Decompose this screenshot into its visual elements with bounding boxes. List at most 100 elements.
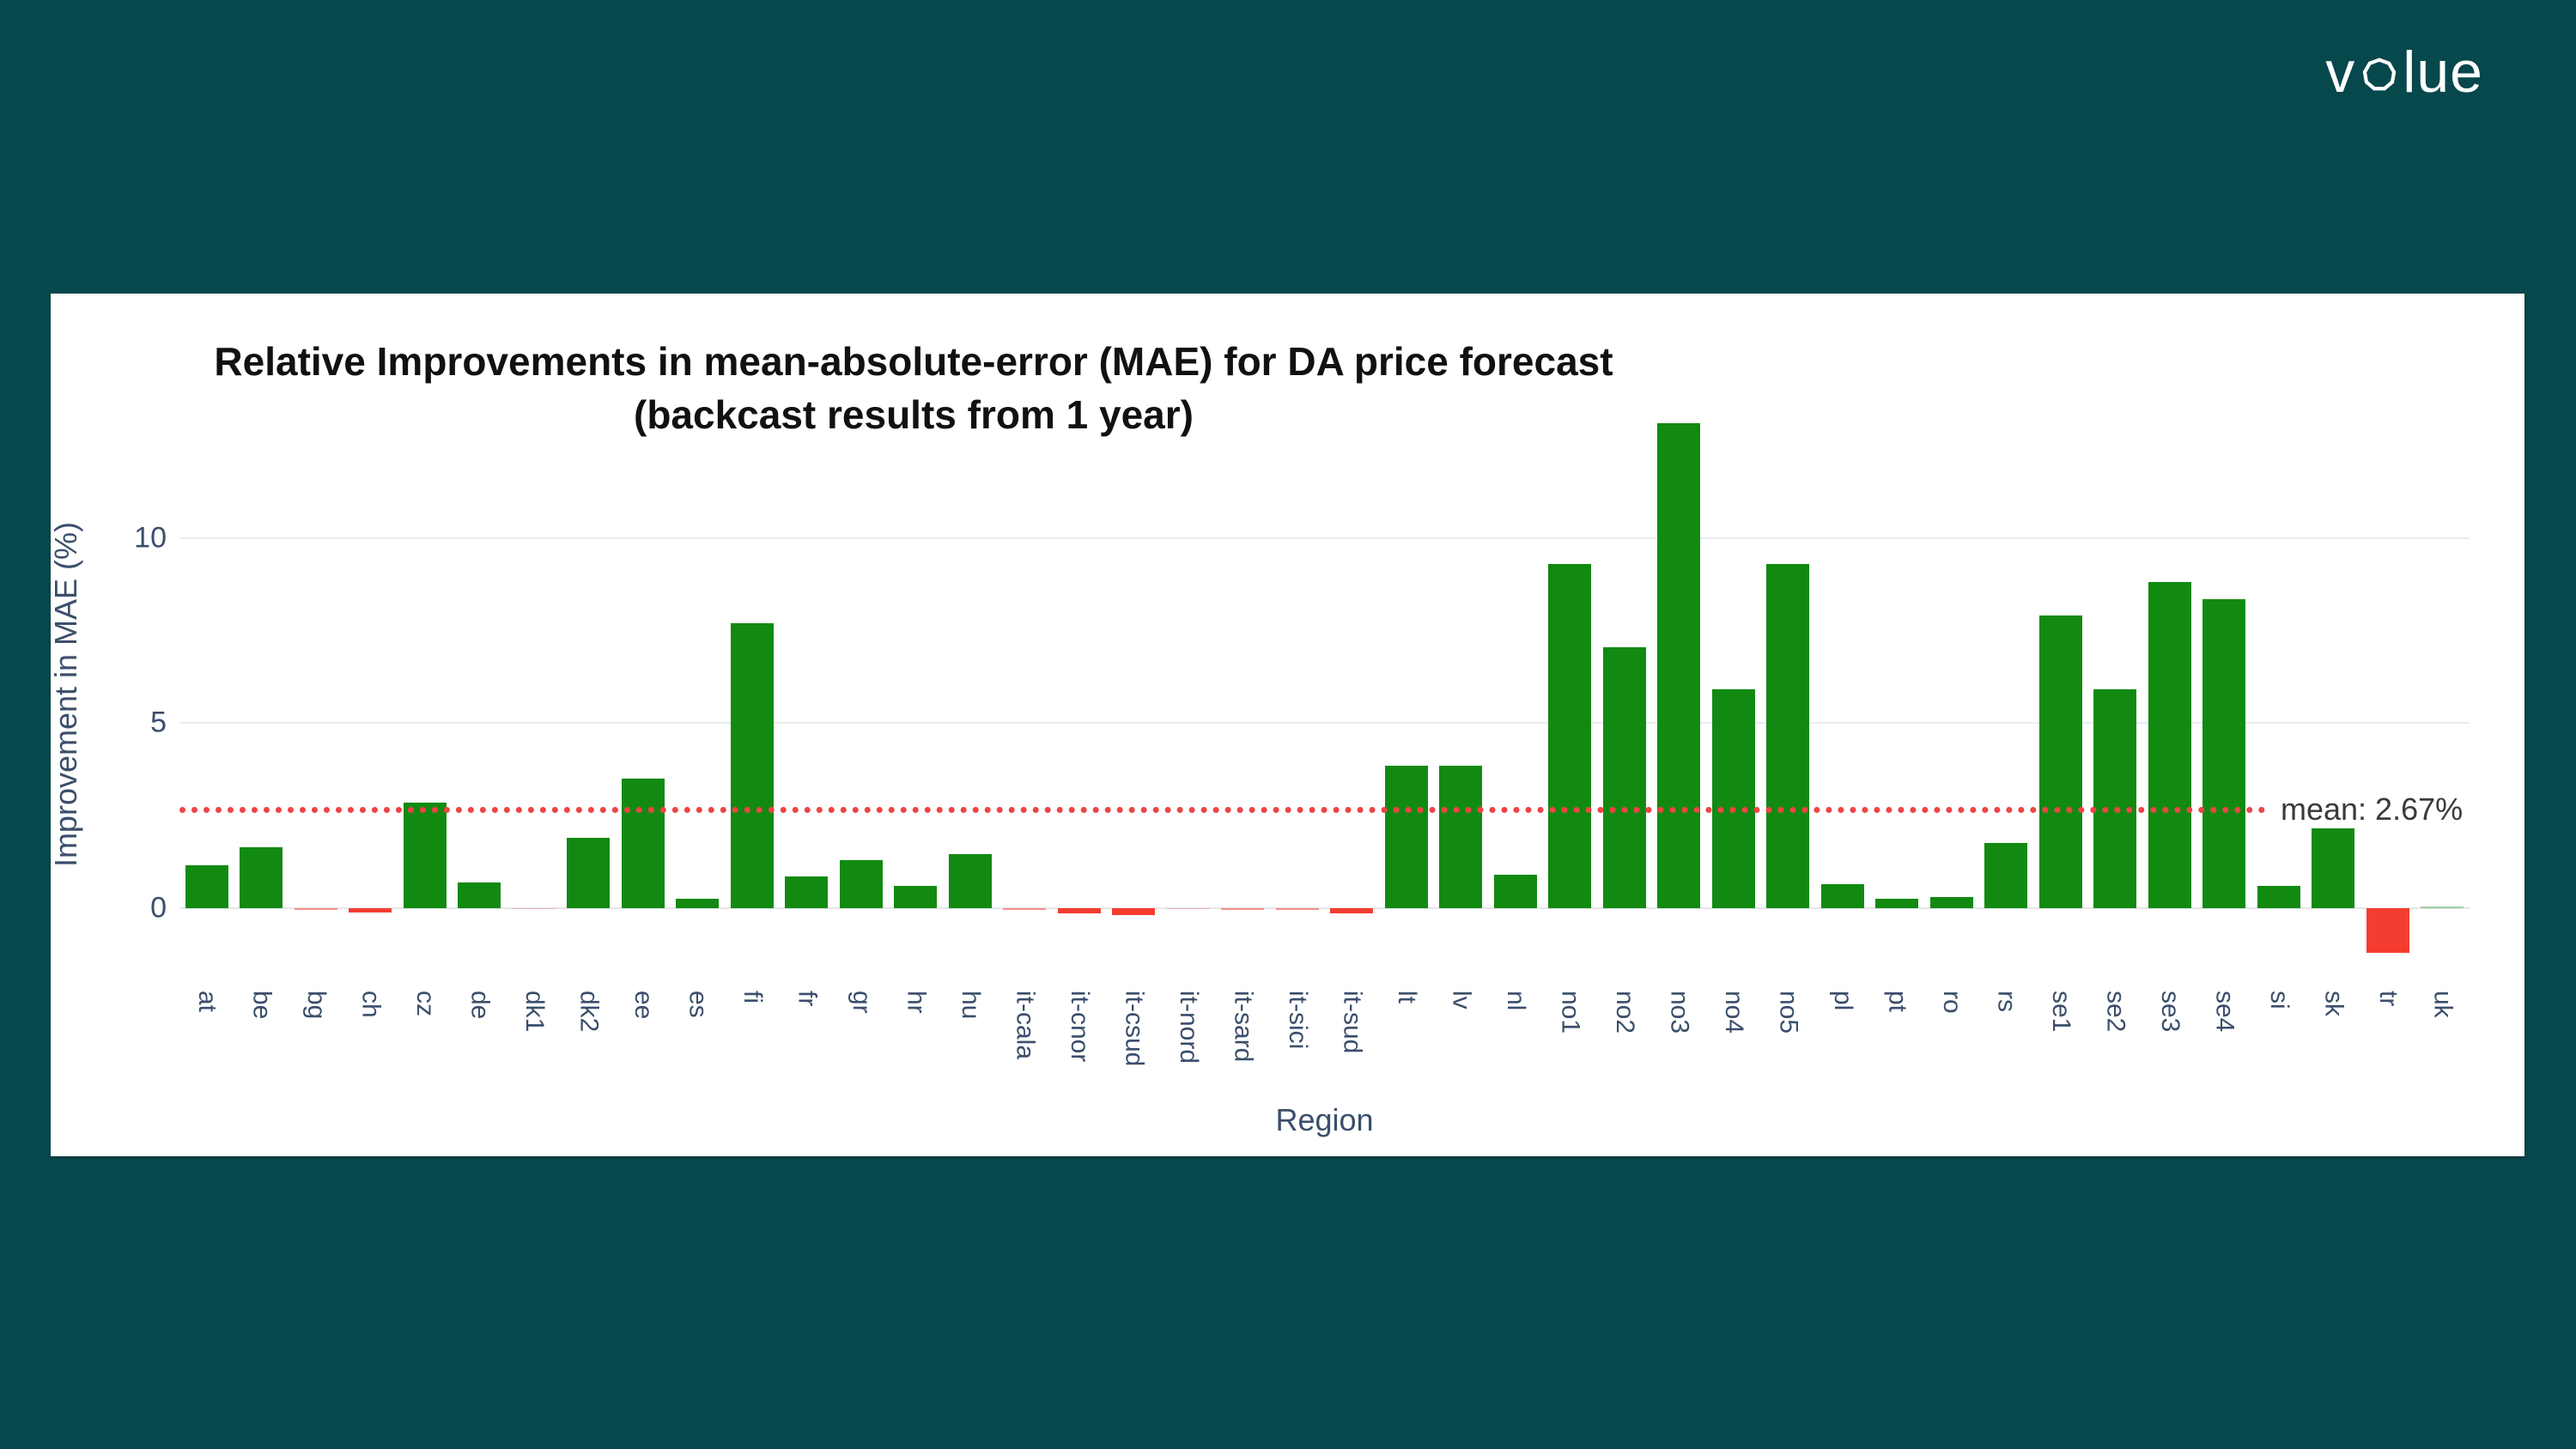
bar-nl: [1493, 874, 1537, 908]
logo-polygon-o-icon: [2355, 38, 2403, 106]
x-tick-label-uk: uk: [2428, 991, 2458, 1018]
chart-title-line1: Relative Improvements in mean-absolute-e…: [214, 339, 1613, 384]
x-tick-label-gr: gr: [847, 991, 876, 1014]
bar-at: [185, 865, 228, 908]
x-tick-label-ro: ro: [1937, 991, 1966, 1014]
bar-ch: [349, 907, 392, 912]
bar-be: [240, 846, 283, 908]
x-tick-label-bg: bg: [301, 991, 331, 1020]
logo-letters-lue: lue: [2403, 39, 2483, 105]
x-tick-label-hu: hu: [956, 991, 985, 1020]
x-tick-label-be: be: [247, 991, 276, 1020]
x-tick-label-it-sici: it-sici: [1283, 991, 1312, 1050]
x-tick-label-no2: no2: [1610, 991, 1639, 1034]
gridline-10: [179, 537, 2470, 539]
x-tick-label-dk1: dk1: [519, 991, 549, 1033]
x-tick-label-it-sud: it-sud: [1338, 991, 1367, 1054]
x-tick-label-se2: se2: [2101, 991, 2130, 1033]
bar-fr: [785, 876, 828, 908]
volue-logo: v lue: [2325, 38, 2483, 106]
x-axis-title: Region: [1275, 1102, 1374, 1137]
y-tick-label-10: 10: [134, 521, 167, 555]
x-tick-label-it-csud: it-csud: [1120, 991, 1149, 1067]
zero-gridline: [179, 906, 2470, 909]
bar-se2: [2093, 689, 2136, 908]
bar-gr: [839, 859, 883, 908]
bar-bg: [294, 907, 337, 911]
x-tick-label-no5: no5: [1774, 991, 1803, 1034]
x-tick-label-rs: rs: [1992, 991, 2021, 1012]
bar-sk: [2312, 828, 2354, 908]
x-tick-label-fi: fi: [738, 991, 767, 1003]
bar-no3: [1657, 422, 1700, 908]
bar-it-nord: [1166, 907, 1210, 910]
x-tick-label-it-nord: it-nord: [1174, 991, 1203, 1064]
x-tick-label-si: si: [2264, 991, 2293, 1009]
chart-card: Relative Improvements in mean-absolute-e…: [48, 294, 2524, 1156]
bar-dk1: [512, 907, 556, 910]
chart-title-line2: (backcast results from 1 year): [634, 392, 1194, 437]
x-tick-label-it-cala: it-cala: [1011, 991, 1040, 1060]
bar-hr: [894, 885, 937, 908]
x-tick-label-se1: se1: [2046, 991, 2075, 1033]
bar-pl: [1820, 883, 1864, 908]
x-tick-label-lv: lv: [1447, 991, 1476, 1009]
bar-tr: [2366, 907, 2409, 953]
bar-se3: [2148, 582, 2191, 908]
x-tick-label-de: de: [465, 991, 495, 1020]
bar-it-sici: [1275, 907, 1319, 911]
bar-it-cala: [1003, 907, 1046, 910]
gridline-5: [179, 722, 2470, 724]
bar-ee: [621, 778, 665, 908]
bar-de: [458, 882, 501, 908]
bar-lt: [1384, 765, 1428, 908]
bar-no5: [1766, 563, 1809, 908]
x-tick-label-nl: nl: [1501, 991, 1530, 1011]
x-tick-label-pt: pt: [1883, 991, 1912, 1013]
x-tick-label-no1: no1: [1556, 991, 1585, 1034]
x-tick-label-se4: se4: [2210, 991, 2239, 1033]
bar-uk: [2421, 906, 2464, 908]
bar-fi: [730, 622, 774, 908]
bar-lv: [1439, 765, 1482, 908]
bar-ro: [1929, 896, 1973, 908]
x-tick-label-ch: ch: [356, 991, 386, 1018]
x-tick-label-sk: sk: [2319, 991, 2348, 1016]
bar-no2: [1602, 646, 1646, 908]
bar-no4: [1711, 689, 1755, 908]
x-tick-label-lt: lt: [1392, 991, 1421, 1003]
bar-rs: [1984, 843, 2027, 908]
x-tick-label-no3: no3: [1665, 991, 1694, 1034]
bar-pt: [1875, 898, 1918, 908]
bar-it-csud: [1112, 907, 1155, 916]
bar-dk2: [567, 837, 610, 908]
x-tick-label-pl: pl: [1828, 991, 1857, 1011]
bar-hu: [948, 854, 992, 908]
bar-si: [2257, 885, 2300, 908]
bar-it-cnor: [1057, 907, 1101, 914]
y-tick-label-5: 5: [150, 706, 167, 739]
bar-no1: [1548, 563, 1591, 908]
bar-es: [676, 898, 719, 908]
x-tick-label-ee: ee: [629, 991, 658, 1020]
mean-line: [179, 806, 2266, 813]
x-tick-label-es: es: [683, 991, 713, 1018]
bar-se1: [2038, 615, 2082, 908]
x-tick-label-se3: se3: [2155, 991, 2184, 1033]
x-tick-label-it-cnor: it-cnor: [1065, 991, 1094, 1063]
bar-it-sard: [1221, 907, 1264, 910]
x-tick-label-tr: tr: [2373, 991, 2403, 1007]
plot-area: 0 5 10 at be bg ch cz de dk1 dk2 ee es fi fr gr hr hu it-c…: [134, 412, 2470, 1066]
chart-title: Relative Improvements in mean-absolute-e…: [51, 335, 1777, 441]
x-tick-label-hr: hr: [902, 991, 931, 1014]
bar-se4: [2202, 598, 2245, 908]
logo-letter-v: v: [2325, 39, 2356, 105]
x-tick-label-it-sard: it-sard: [1229, 991, 1258, 1063]
x-tick-label-at: at: [192, 991, 222, 1013]
y-tick-label-0: 0: [150, 891, 167, 925]
x-tick-label-dk2: dk2: [574, 991, 604, 1033]
bar-it-sud: [1330, 907, 1373, 914]
x-tick-label-cz: cz: [410, 991, 440, 1016]
x-tick-label-fr: fr: [793, 991, 822, 1007]
x-tick-label-no4: no4: [1719, 991, 1748, 1034]
